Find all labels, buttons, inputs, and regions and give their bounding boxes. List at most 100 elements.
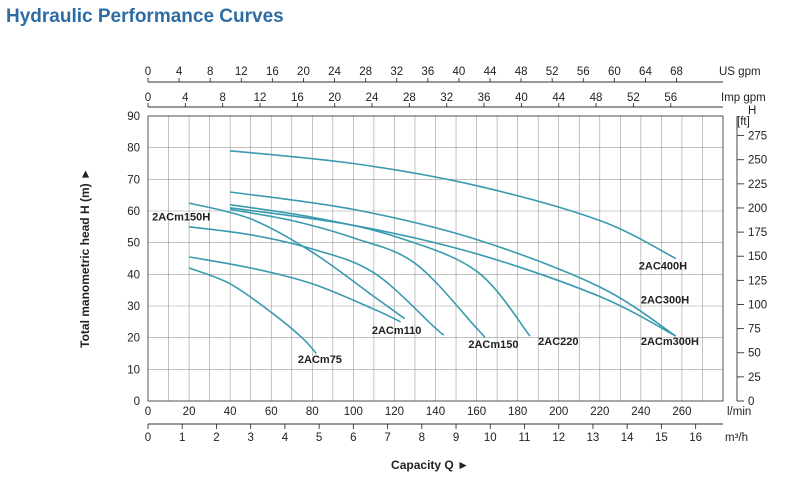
x-impgpm-tick-label: 56 (664, 92, 677, 104)
y-left-tick-label: 20 (127, 333, 140, 345)
curve-2acm110 (188, 256, 401, 323)
x-m3h-tick-label: 12 (552, 432, 565, 444)
x-m3h-tick-label: 6 (350, 432, 356, 444)
grid-lines (148, 115, 723, 402)
y-left-tick-label: 50 (127, 238, 140, 250)
curve-label-2ac300h: 2AC300H (641, 294, 689, 306)
y-right-tick-label: 100 (748, 299, 767, 311)
x-lpm-tick-label: 180 (508, 406, 527, 418)
curve-label-2acm75: 2ACm75 (298, 354, 342, 366)
curve-label-2ac220: 2AC220 (538, 336, 578, 348)
x-usgpm-tick-label: 32 (390, 66, 403, 78)
x-usgpm-tick-label: 44 (484, 66, 497, 78)
curve-2acm150 (188, 226, 445, 336)
y-right-tick-label: 50 (748, 348, 761, 360)
x-usgpm-tick-label: 0 (145, 66, 151, 78)
curve-2acm300h (229, 207, 677, 337)
x-impgpm-tick-label: 8 (219, 92, 225, 104)
curve-2ac400h (230, 150, 677, 260)
x-impgpm-tick-label: 52 (627, 92, 640, 104)
x-usgpm-tick-label: 4 (176, 66, 183, 78)
x-m3h-tick-label: 11 (519, 432, 531, 444)
y-right-tick-label: 75 (748, 324, 761, 336)
x-lpm-unit: l/min (727, 406, 751, 418)
x-impgpm-tick-label: 36 (478, 92, 491, 104)
y-left-tick-label: 0 (134, 396, 140, 408)
x-m3h-tick-label: 3 (247, 432, 253, 444)
x-usgpm-unit: US gpm (719, 66, 761, 78)
curve-labels: 2ACm75 2ACm110 2ACm150H 2ACm150 2AC220 2ACm30… (152, 212, 699, 367)
y-left-tick-label: 70 (127, 174, 140, 186)
x-usgpm-tick-label: 68 (670, 66, 683, 78)
pump-curves (188, 150, 677, 355)
curve-label-2acm150h: 2ACm150H (152, 212, 210, 224)
x-m3h-tick-label: 2 (213, 432, 219, 444)
x-impgpm-tick-label: 16 (291, 92, 304, 104)
x-usgpm-tick-label: 24 (328, 66, 341, 78)
curve-label-2acm150: 2ACm150 (468, 339, 518, 351)
x-impgpm-tick-label: 0 (145, 92, 151, 104)
x-impgpm-tick-label: 4 (182, 92, 189, 104)
page-title: Hydraulic Performance Curves (6, 6, 284, 27)
x-m3h-tick-label: 7 (384, 432, 390, 444)
x-lpm-tick-label: 140 (426, 406, 445, 418)
y-right-tick-label: 125 (748, 275, 767, 287)
x-impgpm-tick-label: 48 (590, 92, 603, 104)
y-right-tick-label: 250 (748, 155, 767, 167)
x-m3h-tick-label: 0 (145, 432, 151, 444)
y-right-tick-label: 150 (748, 251, 767, 263)
right-axis-unit: [ft] (737, 116, 750, 128)
y-left-tick-label: 80 (127, 143, 140, 155)
x-m3h-tick-label: 9 (453, 432, 459, 444)
x-usgpm-tick-label: 60 (608, 66, 621, 78)
curve-2ac300h (229, 191, 677, 337)
y-left-tick-label: 40 (127, 269, 140, 281)
x-m3h-tick-label: 8 (419, 432, 425, 444)
x-impgpm-tick-label: 28 (403, 92, 416, 104)
x-impgpm-tick-label: 40 (515, 92, 528, 104)
y-right-tick-label: 225 (748, 179, 767, 191)
y-left-tick-label: 90 (127, 111, 140, 123)
x-usgpm-tick-label: 16 (266, 66, 279, 78)
x-usgpm-tick-label: 28 (359, 66, 372, 78)
curve-label-2ac400h: 2AC400H (639, 260, 687, 272)
y-right-tick-label: 175 (748, 227, 767, 239)
x-usgpm-tick-label: 52 (546, 66, 559, 78)
x-lpm-tick-label: 100 (344, 406, 363, 418)
x-usgpm-tick-label: 48 (515, 66, 528, 78)
x-lpm-tick-label: 240 (631, 406, 650, 418)
curve-2ac220 (229, 208, 486, 339)
x-m3h-tick-label: 10 (484, 432, 497, 444)
x-impgpm-tick-label: 20 (328, 92, 341, 104)
x-lpm-tick-label: 0 (145, 406, 151, 418)
x-m3h-tick-label: 16 (689, 432, 702, 444)
x-lpm-tick-label: 260 (672, 406, 691, 418)
x-m3h-tick-label: 13 (587, 432, 600, 444)
y-right-tick-label: 200 (748, 203, 767, 215)
x-axis-title: Capacity Q ► (391, 458, 469, 472)
curve-label-2acm110: 2ACm110 (372, 325, 422, 337)
curve-2acm75 (188, 267, 317, 355)
curve-2acm150h (188, 202, 406, 320)
x-impgpm-tick-label: 44 (552, 92, 565, 104)
curve-2acm300h (229, 203, 531, 337)
x-lpm-tick-label: 220 (590, 406, 609, 418)
y-right-tick-label: 0 (748, 396, 754, 408)
x-usgpm-tick-label: 40 (453, 66, 466, 78)
x-impgpm-tick-label: 24 (366, 92, 379, 104)
y-right-tick-label: 275 (748, 131, 767, 143)
plot-frame (147, 115, 724, 402)
y-axis-title: Total manometric head H (m) ► (78, 168, 92, 348)
y-left-tick-label: 60 (127, 206, 140, 218)
x-usgpm-tick-label: 12 (235, 66, 248, 78)
x-m3h-tick-label: 1 (179, 432, 185, 444)
x-lpm-tick-label: 60 (265, 406, 278, 418)
x-lpm-tick-label: 80 (306, 406, 319, 418)
x-usgpm-tick-label: 64 (639, 66, 652, 78)
x-impgpm-tick-label: 12 (254, 92, 267, 104)
x-m3h-unit: m³/h (725, 432, 748, 444)
x-lpm-tick-label: 160 (467, 406, 486, 418)
x-m3h-tick-label: 15 (655, 432, 668, 444)
curve-label-2acm300h: 2ACm300H (641, 336, 699, 348)
